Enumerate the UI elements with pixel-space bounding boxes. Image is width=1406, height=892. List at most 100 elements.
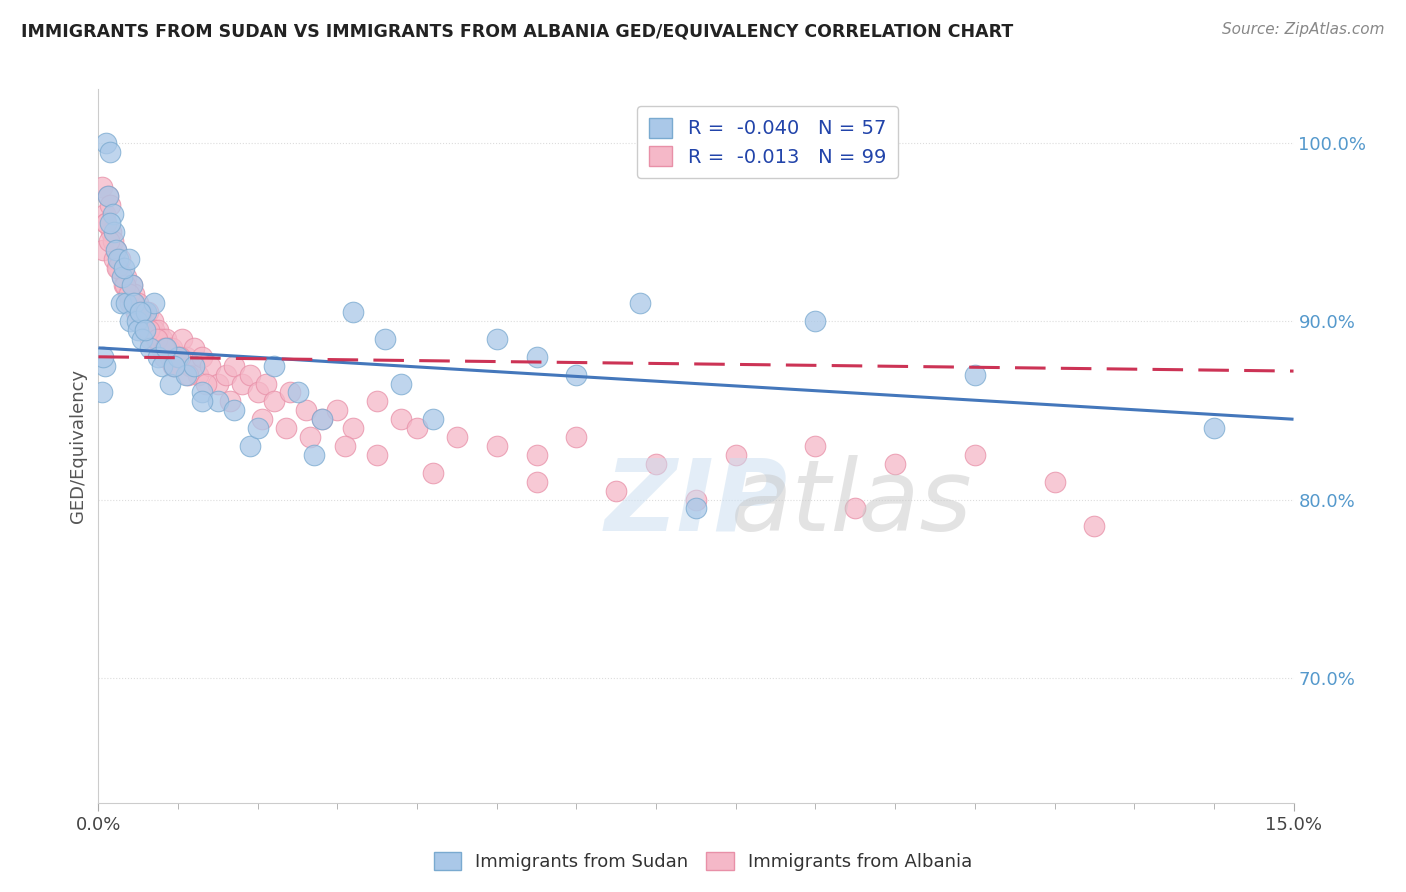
Point (125, 314, 148, 328)
Point (149, 341, 172, 355)
Point (138, 323, 160, 337)
Point (724, 448, 747, 462)
Point (222, 403, 245, 417)
Point (104, 243, 127, 257)
Point (169, 350, 191, 364)
Point (128, 305, 150, 319)
Point (160, 341, 183, 355)
Point (96, 136, 118, 150)
Point (191, 385, 214, 400)
Point (107, 260, 129, 275)
Point (215, 368, 238, 382)
Point (207, 376, 229, 391)
Point (94, 359, 117, 373)
Point (120, 296, 142, 310)
Point (103, 225, 125, 239)
Point (263, 394, 285, 409)
Point (685, 492, 707, 507)
Point (155, 332, 177, 346)
Point (326, 403, 349, 417)
Point (120, 314, 142, 328)
Point (124, 287, 146, 301)
Point (446, 430, 468, 444)
Text: IMMIGRANTS FROM SUDAN VS IMMIGRANTS FROM ALBANIA GED/EQUIVALENCY CORRELATION CHA: IMMIGRANTS FROM SUDAN VS IMMIGRANTS FROM… (21, 22, 1014, 40)
Point (91, 385, 114, 400)
Point (97, 234, 120, 248)
Point (526, 448, 548, 462)
Point (263, 359, 285, 373)
Point (167, 350, 190, 364)
Point (342, 305, 364, 319)
Point (485, 332, 508, 346)
Point (389, 376, 412, 391)
Point (148, 323, 170, 337)
Point (191, 350, 214, 364)
Point (139, 332, 162, 346)
Point (90, 180, 112, 194)
Point (1083, 519, 1105, 533)
Point (128, 305, 150, 319)
Point (127, 296, 149, 310)
Point (105, 260, 128, 275)
Point (274, 421, 297, 435)
Point (129, 305, 152, 319)
Point (198, 359, 221, 373)
Point (526, 475, 548, 489)
Point (108, 252, 131, 266)
Point (103, 252, 125, 266)
Point (97, 189, 120, 203)
Point (121, 278, 143, 293)
Point (150, 359, 173, 373)
Point (139, 341, 162, 355)
Point (136, 305, 159, 319)
Point (311, 412, 333, 426)
Point (565, 368, 588, 382)
Point (628, 296, 651, 310)
Point (177, 368, 200, 382)
Point (239, 368, 262, 382)
Point (101, 234, 124, 248)
Point (115, 296, 138, 310)
Point (250, 412, 273, 426)
Point (183, 341, 205, 355)
Point (219, 394, 242, 409)
Point (685, 501, 707, 516)
Point (143, 323, 166, 337)
Point (145, 332, 167, 346)
Point (104, 243, 127, 257)
Point (374, 332, 396, 346)
Point (121, 296, 143, 310)
Point (131, 314, 153, 328)
Point (254, 376, 277, 391)
Point (91, 350, 114, 364)
Point (98, 145, 122, 159)
Point (115, 269, 138, 284)
Point (101, 207, 124, 221)
Point (150, 332, 173, 346)
Point (127, 323, 149, 337)
Point (298, 430, 321, 444)
Point (565, 430, 588, 444)
Point (131, 332, 153, 346)
Legend: R =  -0.040   N = 57, R =  -0.013   N = 99: R = -0.040 N = 57, R = -0.013 N = 99 (637, 106, 898, 178)
Point (246, 385, 269, 400)
Point (207, 394, 229, 409)
Point (121, 278, 143, 293)
Point (135, 305, 157, 319)
Point (174, 350, 197, 364)
Point (97, 189, 120, 203)
Point (191, 394, 214, 409)
Point (1043, 475, 1066, 489)
Point (163, 359, 186, 373)
Point (167, 350, 190, 364)
Point (142, 314, 165, 328)
Point (278, 385, 301, 400)
Point (804, 439, 827, 453)
Point (963, 448, 986, 462)
Point (406, 421, 429, 435)
Point (526, 350, 548, 364)
Point (98, 216, 121, 230)
Point (311, 412, 333, 426)
Point (111, 269, 134, 284)
Point (422, 466, 444, 480)
